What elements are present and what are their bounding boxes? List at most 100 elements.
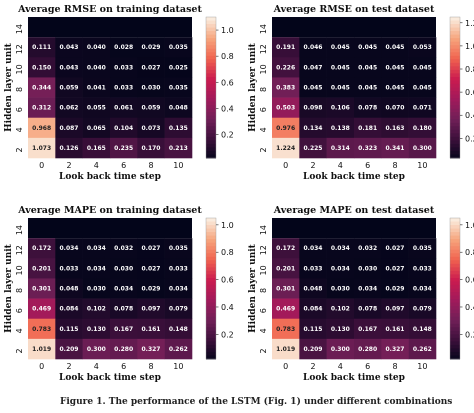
- panel2-y-tick-label: 12: [259, 44, 268, 54]
- panel3-colorbar-segment: [206, 320, 216, 325]
- panel4-cell-label: 0.115: [304, 326, 323, 333]
- panel4-cell: [272, 298, 300, 320]
- panel2-colorbar-segment: [450, 108, 460, 113]
- panel1-cell-label: 0.135: [169, 125, 188, 132]
- panel3-title: Average MAPE on training dataset: [17, 205, 202, 216]
- panel1-cell-label: 0.027: [142, 64, 161, 71]
- panel4-cell: [354, 318, 382, 340]
- panel2-cell-label: 0.045: [413, 64, 432, 71]
- panel3-colorbar-segment: [206, 323, 216, 328]
- panel2-cell-label: 0.226: [276, 64, 295, 71]
- panel2-cell-label: 0.045: [358, 85, 377, 92]
- panel1-colorbar-segment: [206, 136, 216, 141]
- panel2-cell-label: 0.045: [358, 44, 377, 51]
- panel1-colorbar-segment: [206, 52, 216, 57]
- panel3-cell-label: 0.097: [142, 306, 161, 313]
- panel4-title: Average MAPE on test dataset: [273, 205, 435, 216]
- panel3-x-tick-label: 10: [173, 362, 183, 371]
- panel2-top-row-background: [272, 17, 436, 38]
- panel1-cell-label: 0.033: [114, 64, 133, 71]
- panel4-cell: [354, 278, 382, 299]
- panel3-colorbar-segment: [206, 263, 216, 268]
- panel4-cell-label: 0.035: [413, 245, 432, 252]
- panel1-cell-label: 0.059: [142, 105, 161, 112]
- panel3-cell: [164, 318, 193, 340]
- panel4-colorbar-segment: [450, 348, 460, 353]
- panel4-colorbar-segment: [450, 242, 460, 247]
- panel1-top-row-background: [28, 17, 192, 38]
- panel2-cell-label: 0.134: [304, 125, 323, 132]
- panel4-cell-label: 0.029: [386, 286, 405, 293]
- panel1-colorbar-segment: [206, 31, 216, 36]
- panel4-cell-label: 0.280: [358, 346, 377, 353]
- panel3-colorbar-segment: [206, 306, 216, 311]
- panel3-cell-label: 0.167: [114, 326, 133, 333]
- panel2-y-tick-label: 2: [259, 147, 268, 152]
- panel1-cell-label: 0.087: [60, 125, 79, 132]
- panel2-y-tick-label: 4: [259, 127, 268, 132]
- panel2-colorbar-segment: [450, 38, 460, 43]
- panel4-colorbar-segment: [450, 281, 460, 286]
- panel2-cell: [326, 137, 355, 159]
- panel3-cell: [137, 258, 165, 279]
- panel4-colorbar-segment: [450, 270, 460, 275]
- panel4-cell: [408, 338, 437, 360]
- panel4-cell-label: 1.019: [276, 346, 295, 353]
- panel2-colorbar-segment: [450, 119, 460, 124]
- panel3-colorbar-segment: [206, 232, 216, 237]
- panel1-cell: [164, 57, 193, 78]
- panel3-x-tick-label: 8: [148, 362, 153, 371]
- panel1-cell: [28, 57, 56, 78]
- panel4-colorbar-segment: [450, 320, 460, 325]
- panel1-cell-label: 0.040: [87, 44, 106, 51]
- panel4-colorbar-segment: [450, 218, 460, 223]
- panel4-cell: [326, 278, 355, 299]
- panel3-cell: [110, 278, 138, 299]
- panel2-colorbar-segment: [450, 45, 460, 50]
- panel2-cell-label: 0.045: [331, 44, 350, 51]
- panel1-cell-label: 0.344: [32, 85, 51, 92]
- panel2-cell: [408, 77, 437, 98]
- panel1-colorbar-segment: [206, 133, 216, 138]
- panel2-y-tick-label: 6: [259, 107, 268, 112]
- panel3-cell: [137, 278, 165, 299]
- panel2-cell: [272, 117, 300, 139]
- panel4-cell-label: 0.301: [276, 286, 295, 293]
- panel1-cell-label: 0.968: [32, 125, 51, 132]
- panel1-colorbar-segment: [206, 59, 216, 64]
- panel2-xlabel: Look back time step: [303, 172, 405, 182]
- panel3-cell-label: 0.029: [142, 286, 161, 293]
- panel2-cell-label: 0.045: [413, 85, 432, 92]
- panel4-cell: [381, 278, 409, 299]
- panel1-cell: [137, 137, 165, 159]
- panel3-colorbar-segment: [206, 302, 216, 307]
- panel3-colorbar-segment: [206, 246, 216, 251]
- panel1-cell: [55, 57, 83, 78]
- panel4-cell: [381, 258, 409, 279]
- panel2-cell: [299, 117, 327, 139]
- panel1-cell-label: 0.028: [114, 44, 133, 51]
- panel1-colorbar-segment: [206, 147, 216, 152]
- panel1-cell: [110, 117, 138, 139]
- panel2-x-tick-label: 10: [417, 161, 427, 170]
- panel2-y-tick-label: 8: [259, 87, 268, 92]
- panel3-colorbar-segment: [206, 274, 216, 279]
- panel2-cell-label: 0.163: [386, 125, 405, 132]
- panel1-colorbar-segment: [206, 24, 216, 29]
- panel3-cell: [137, 238, 165, 259]
- panel1-colorbar-segment: [206, 112, 216, 117]
- panel3-cell-label: 0.079: [169, 306, 188, 313]
- panel3-cell: [55, 278, 83, 299]
- panel1-cell-label: 0.043: [60, 64, 79, 71]
- panel1-cell: [137, 97, 165, 119]
- panel4-cell-label: 0.469: [276, 306, 295, 313]
- panel3-colorbar-tick-label: 0.4: [221, 303, 234, 312]
- panel1-y-tick-label: 2: [15, 147, 24, 152]
- panel1-colorbar-frame: [205, 16, 217, 159]
- panel2-colorbar-segment: [450, 62, 460, 67]
- panel4-cell-label: 0.030: [331, 286, 350, 293]
- panel2-colorbar-segment: [450, 147, 460, 152]
- panel3-cell: [110, 258, 138, 279]
- panel4-cell-label: 0.300: [331, 346, 350, 353]
- panel1-cell-label: 1.073: [32, 145, 51, 152]
